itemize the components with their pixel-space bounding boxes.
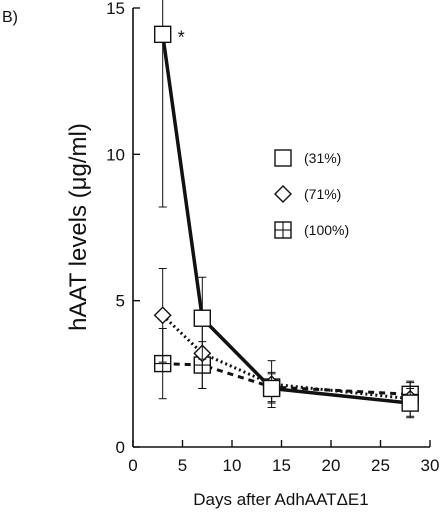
x-axis: 0 5 10 15 20 25 30 [128,440,439,475]
series-1-point-0 [153,306,172,325]
series-1-line [161,314,411,401]
legend-item-0: (31%) [274,149,341,167]
series-0-point-3-shape [401,394,419,412]
x-tick-label-4: 20 [322,456,341,475]
legend: (31%) (71%) (100%) [274,149,349,239]
legend-marker-1-shape [274,185,292,203]
legend-label-0: (31%) [304,150,341,166]
legend-marker-0-shape [274,149,292,167]
x-tick-label-0: 0 [128,456,137,475]
series-0-point-0-shape [153,25,172,44]
panel-label: B) [2,9,18,26]
x-tick-label-3: 15 [272,456,291,475]
series-0-point-0 [153,25,172,44]
legend-marker-1 [274,185,292,203]
series-1-point-0-shape [153,306,172,325]
series-0-line [160,34,411,405]
legend-marker-2 [274,221,292,239]
legend-item-2: (100%) [274,221,349,239]
x-tick-label-6: 30 [421,456,440,475]
series-2-point-0 [153,354,172,373]
series-0-point-2-shape [262,379,281,398]
legend-label-1: (71%) [304,186,341,202]
y-axis: 0 5 10 15 [106,0,140,457]
series-0 [153,0,419,419]
annotation-0: * [178,27,185,47]
series-0-point-2 [262,379,281,398]
legend-marker-0 [274,149,292,167]
legend-item-1: (71%) [274,185,341,203]
series-1 [153,267,420,417]
x-tick-label-5: 25 [371,456,390,475]
x-axis-title: Days after AdhAATΔE1 [193,490,368,509]
y-tick-label-3: 15 [106,0,125,18]
x-tick-label-1: 5 [178,456,187,475]
legend-label-2: (100%) [304,222,349,238]
annotation-layer: * [178,27,185,47]
series-0-point-1-shape [193,309,212,327]
y-axis-title: hAAT levels (μg/ml) [65,123,92,331]
series-0-point-3 [401,394,419,412]
y-tick-label-0: 0 [116,438,125,457]
series-layer [153,0,420,419]
y-tick-label-1: 5 [116,292,125,311]
series-2 [153,327,419,407]
y-tick-label-2: 10 [106,145,125,164]
x-tick-label-2: 10 [223,456,242,475]
series-0-point-1 [193,309,212,327]
